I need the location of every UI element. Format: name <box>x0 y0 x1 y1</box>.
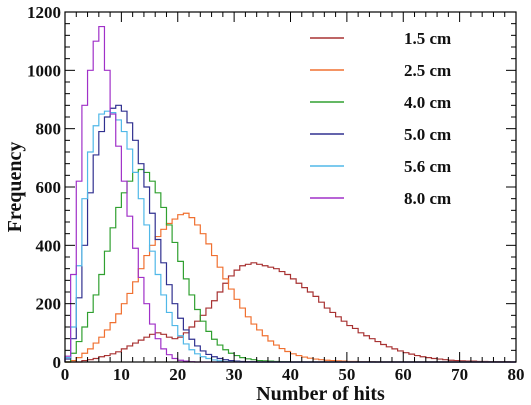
y-axis-title: Frequency <box>4 142 26 233</box>
y-tick-label: 200 <box>36 295 62 314</box>
x-tick-label: 0 <box>61 365 70 384</box>
y-tick-label: 1200 <box>27 3 61 22</box>
legend-label-1: 2.5 cm <box>404 61 451 80</box>
x-tick-label: 60 <box>395 365 412 384</box>
y-tick-label: 600 <box>36 178 62 197</box>
y-tick-label: 0 <box>53 353 62 372</box>
legend: 1.5 cm 2.5 cm 4.0 cm 5.0 cm 5.6 cm 8.0 cm <box>310 29 451 208</box>
legend-label-4: 5.6 cm <box>404 157 451 176</box>
x-tick-label: 40 <box>282 365 299 384</box>
y-tick-label: 400 <box>36 236 62 255</box>
x-axis-title: Number of hits <box>256 383 385 405</box>
legend-label-3: 5.0 cm <box>404 125 451 144</box>
x-tick-label: 70 <box>451 365 468 384</box>
y-tick-label: 800 <box>36 120 62 139</box>
legend-label-5: 8.0 cm <box>404 189 451 208</box>
legend-label-2: 4.0 cm <box>404 93 451 112</box>
x-tick-label: 20 <box>169 365 186 384</box>
x-tick-label: 10 <box>113 365 130 384</box>
series-line-0 <box>65 262 516 363</box>
y-tick-label: 1000 <box>27 61 61 80</box>
x-tick-label: 80 <box>508 365 525 384</box>
x-tick-label: 50 <box>338 365 355 384</box>
legend-label-0: 1.5 cm <box>404 29 451 48</box>
x-tick-label: 30 <box>226 365 243 384</box>
